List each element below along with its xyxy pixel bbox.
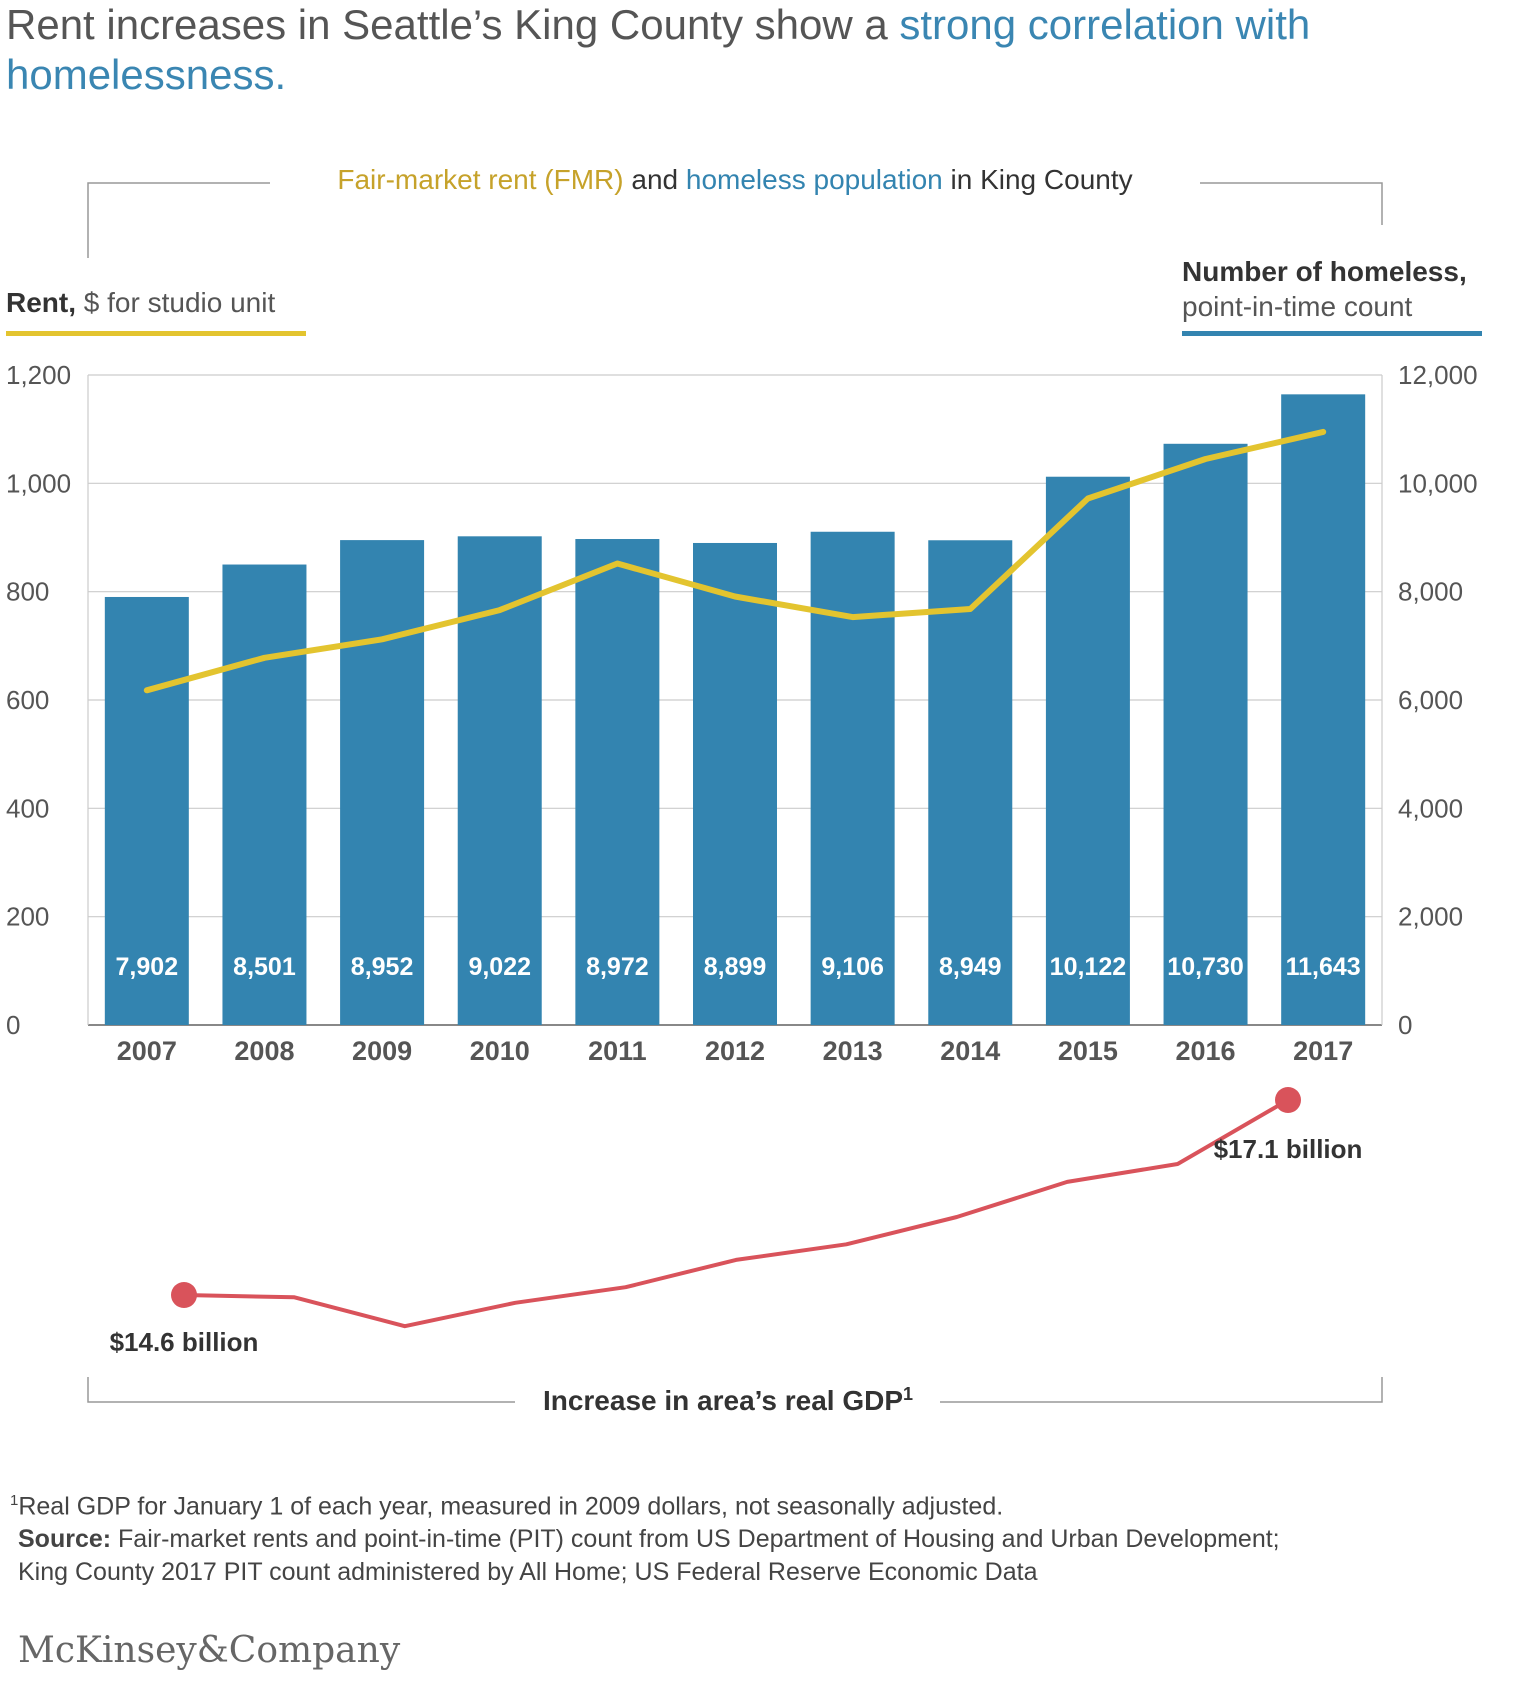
bar-label-2015: 10,122 [1050, 953, 1126, 981]
bar-label-2012: 8,899 [704, 953, 767, 981]
left-axis-title-rest: $ for studio unit [76, 287, 275, 318]
x-tick-2013: 2013 [823, 1036, 883, 1066]
bar-2012 [693, 542, 777, 1025]
x-tick-2011: 2011 [588, 1036, 647, 1066]
bar-label-2016: 10,730 [1167, 953, 1243, 981]
footnote-sup: 1 [10, 1492, 19, 1509]
right-axis-title-line2: point-in-time count [1182, 291, 1413, 322]
right-tick-label: 8,000 [1398, 577, 1463, 607]
right-tick-label: 4,000 [1398, 793, 1463, 823]
x-tick-2009: 2009 [352, 1036, 412, 1066]
subtitle-and: and [624, 164, 686, 195]
footnotes: 1Real GDP for January 1 of each year, me… [10, 1484, 1280, 1589]
right-tick-label: 12,000 [1398, 360, 1478, 390]
right-axis-title-line1: Number of homeless, [1182, 256, 1467, 287]
left-tick-label: 400 [6, 793, 49, 823]
x-tick-2008: 2008 [234, 1036, 294, 1066]
source-line1: Source: Fair-market rents and point-in-t… [10, 1523, 1280, 1556]
bar-label-2017: 11,643 [1286, 953, 1361, 981]
left-tick-label: 0 [6, 1010, 20, 1040]
gdp-title: Increase in area’s real GDP1 [543, 1384, 913, 1416]
left-tick-label: 600 [6, 685, 49, 715]
gdp-bracket [87, 1377, 1383, 1403]
bar-label-2009: 8,952 [351, 953, 414, 981]
bar-label-2010: 9,022 [468, 953, 531, 981]
bar-2016 [1163, 443, 1248, 1026]
chart-svg: Fair-market rent (FMR) and homeless popu… [6, 164, 1482, 1416]
left-axis-title-bold: Rent, [6, 287, 76, 318]
rent-line [143, 428, 1327, 694]
gdp-end-dot [1275, 1087, 1301, 1113]
subtitle: Fair-market rent (FMR) and homeless popu… [337, 164, 1132, 195]
gdp-line [183, 1098, 1290, 1329]
gdp-end-label: $17.1 billion [1214, 1134, 1363, 1164]
left-tick-labels: 0 200 400 600 800 1,000 1,200 [6, 360, 71, 1040]
left-tick-label: 200 [6, 902, 49, 932]
x-tick-2007: 2007 [117, 1036, 177, 1066]
chart-title: Rent increases in Seattle’s King County … [6, 0, 1506, 100]
bar-label-2007: 7,902 [116, 953, 179, 981]
bar-label-2013: 9,106 [821, 953, 884, 981]
footnote-1: 1Real GDP for January 1 of each year, me… [10, 1484, 1280, 1523]
bar-2017 [1281, 394, 1366, 1025]
source-text1: Fair-market rents and point-in-time (PIT… [111, 1525, 1280, 1554]
bar-label-2008: 8,501 [233, 953, 296, 981]
left-tick-label: 1,200 [6, 360, 71, 390]
footnote-text: Real GDP for January 1 of each year, mea… [18, 1492, 1004, 1521]
mckinsey-logo: McKinsey&Company [18, 1630, 401, 1671]
source-label: Source: [18, 1525, 112, 1554]
left-tick-label: 800 [6, 577, 49, 607]
gdp-title-sup: 1 [903, 1384, 913, 1404]
subtitle-bracket [87, 182, 1383, 258]
bar-2015 [1045, 476, 1130, 1026]
right-axis-key-line [1182, 331, 1482, 336]
bar-label-2014: 8,949 [939, 953, 1002, 981]
bar-2014 [928, 540, 1013, 1025]
gdp-start-label: $14.6 billion [110, 1327, 259, 1357]
x-tick-2010: 2010 [470, 1036, 530, 1066]
bar-2007 [104, 596, 189, 1025]
x-tick-2012: 2012 [705, 1036, 765, 1066]
right-tick-labels: 0 2,000 4,000 6,000 8,000 10,000 12,000 [1398, 360, 1478, 1040]
bar-label-2011: 8,972 [586, 953, 649, 981]
bars [104, 394, 1366, 1026]
x-tick-labels: 2007 2008 2009 2010 2011 2012 2013 2014 2015 2016… [117, 1036, 1353, 1066]
gdp-start-dot [171, 1282, 197, 1308]
left-tick-label: 1,000 [6, 468, 71, 498]
bar-2008 [222, 564, 307, 1025]
right-tick-label: 0 [1398, 1010, 1412, 1040]
left-axis-title: Rent, $ for studio unit [6, 287, 275, 318]
gdp-title-text: Increase in area’s real GDP [543, 1385, 903, 1416]
source-line2: King County 2017 PIT count administered … [18, 1558, 1038, 1587]
subtitle-homeless: homeless population [686, 164, 943, 195]
bar-value-labels: 7,902 8,501 8,952 9,022 8,972 8,899 9,106 8,949… [116, 953, 1361, 981]
right-tick-label: 10,000 [1398, 468, 1478, 498]
subtitle-rent: Fair-market rent (FMR) [337, 164, 623, 195]
x-tick-2017: 2017 [1293, 1036, 1353, 1066]
x-tick-2015: 2015 [1058, 1036, 1118, 1066]
title-part1: Rent increases in Seattle’s King County … [6, 1, 900, 48]
bar-2009 [340, 540, 425, 1025]
subtitle-rest: in King County [943, 164, 1133, 195]
x-tick-2016: 2016 [1176, 1036, 1236, 1066]
left-axis-key-line [6, 331, 306, 336]
right-tick-label: 6,000 [1398, 685, 1463, 715]
title-highlight: strong correlation with homelessness. [6, 1, 1311, 98]
bar-2013 [810, 531, 895, 1025]
x-tick-2014: 2014 [940, 1036, 1000, 1066]
bar-2011 [575, 539, 660, 1025]
right-tick-label: 2,000 [1398, 902, 1463, 932]
